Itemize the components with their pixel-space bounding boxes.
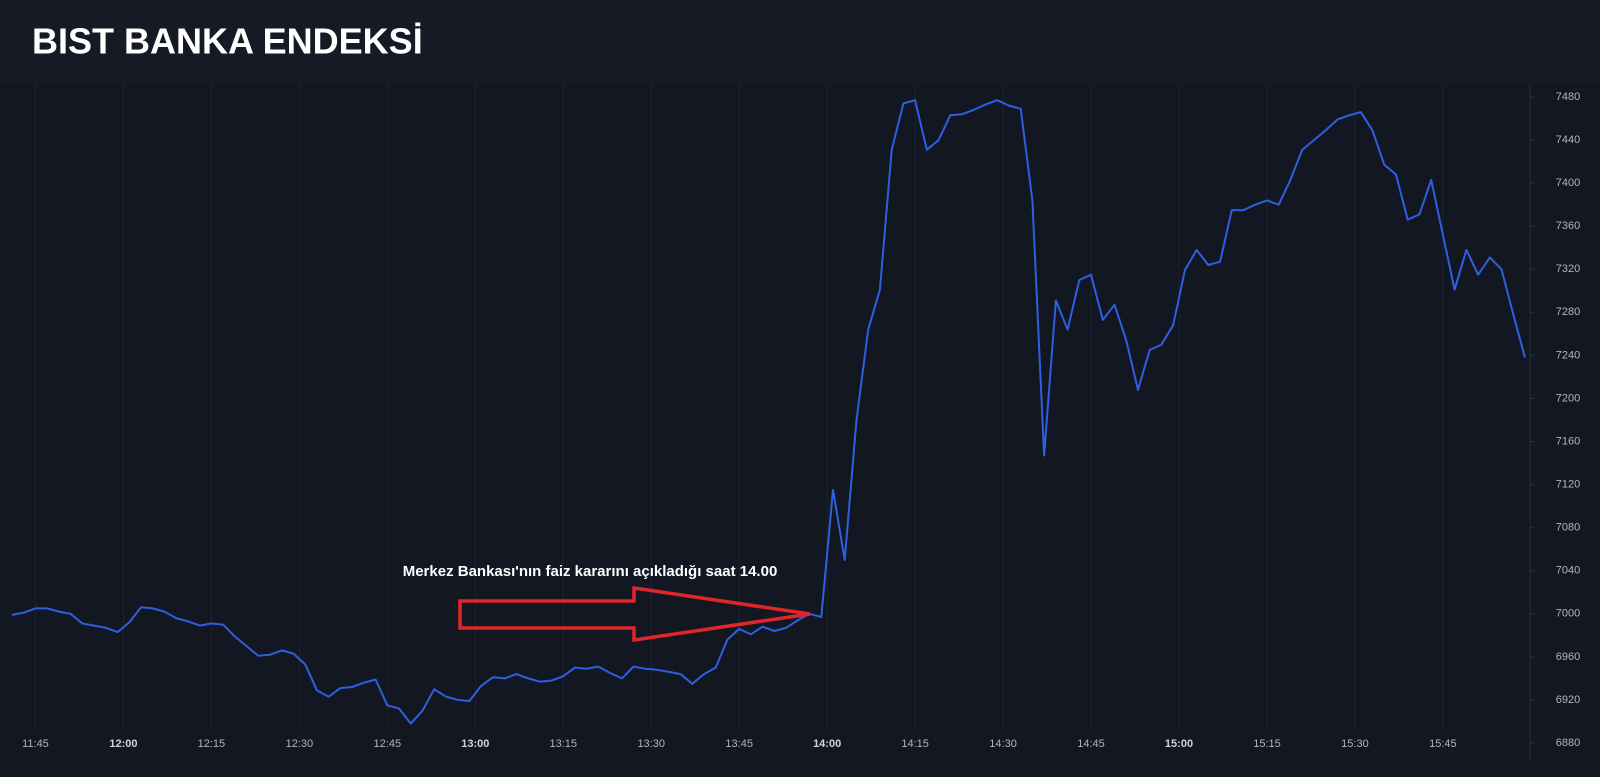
x-tick-label: 12:00 [109, 738, 137, 750]
x-tick-label: 15:30 [1341, 738, 1369, 750]
x-tick-label: 14:15 [901, 738, 929, 750]
x-tick-label: 15:00 [1165, 738, 1193, 750]
y-tick-label: 7400 [1556, 177, 1580, 189]
y-tick-label: 6960 [1556, 651, 1580, 663]
y-tick-label: 7040 [1556, 565, 1580, 577]
x-tick-label: 12:15 [198, 738, 226, 750]
price-line [11, 99, 1526, 725]
chart-title: BIST BANKA ENDEKSİ [32, 21, 423, 62]
y-tick-label: 7320 [1556, 263, 1580, 275]
annotation: Merkez Bankası'nın faiz kararını açıklad… [403, 563, 778, 580]
y-tick-label: 7000 [1556, 608, 1580, 620]
y-tick-label: 7280 [1556, 306, 1580, 318]
y-tick-label: 7240 [1556, 349, 1580, 361]
x-tick-label: 12:30 [286, 738, 314, 750]
y-tick-label: 7080 [1556, 522, 1580, 534]
x-tick-label: 14:00 [813, 738, 841, 750]
y-tick-label: 6880 [1556, 737, 1580, 749]
x-tick-label: 13:00 [461, 738, 489, 750]
annotation-arrow [458, 585, 811, 643]
y-tick-label: 7200 [1556, 392, 1580, 404]
y-tick-label: 7360 [1556, 220, 1580, 232]
x-tick-label: 13:45 [725, 738, 753, 750]
x-tick-label: 14:45 [1077, 738, 1105, 750]
x-tick-label: 15:15 [1253, 738, 1281, 750]
title-bar [0, 0, 1600, 84]
x-tick-label: 13:15 [549, 738, 577, 750]
x-tick-label: 12:45 [374, 738, 402, 750]
x-tick-label: 14:30 [989, 738, 1017, 750]
y-tick-label: 7480 [1556, 91, 1580, 103]
y-tick-label: 6920 [1556, 694, 1580, 706]
x-tick-label: 15:45 [1429, 738, 1457, 750]
y-tick-label: 7160 [1556, 435, 1580, 447]
y-tick-label: 7440 [1556, 134, 1580, 146]
y-tick-label: 7120 [1556, 479, 1580, 491]
x-tick-label: 13:30 [637, 738, 665, 750]
x-tick-label: 11:45 [22, 738, 49, 750]
